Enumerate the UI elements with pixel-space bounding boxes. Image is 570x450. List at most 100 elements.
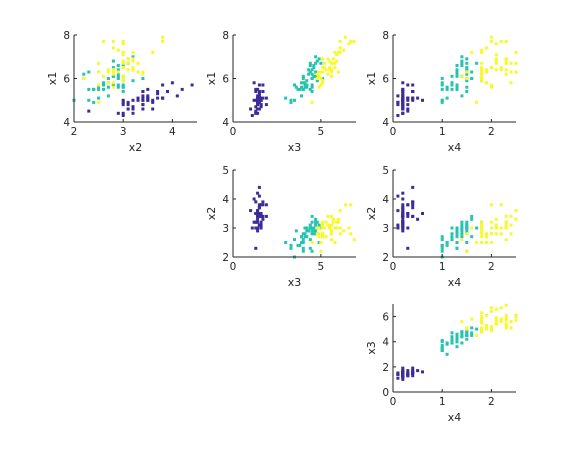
data-point-versicolor <box>289 243 293 247</box>
x-tick-label: 1 <box>439 126 446 138</box>
data-point-versicolor <box>310 249 314 253</box>
data-point-virginica <box>465 232 469 236</box>
data-point-virginica <box>504 68 508 72</box>
data-point-virginica <box>331 217 335 221</box>
x-axis-label: x4 <box>448 141 462 154</box>
data-point-versicolor <box>303 81 307 85</box>
data-point-virginica <box>514 209 518 213</box>
data-point-versicolor <box>465 72 469 76</box>
data-point-setosa <box>401 220 405 224</box>
data-point-setosa <box>406 83 410 87</box>
data-point-setosa <box>261 214 265 218</box>
data-point-setosa <box>411 374 415 378</box>
data-point-virginica <box>489 310 493 313</box>
data-point-setosa <box>406 372 410 376</box>
data-point-setosa <box>121 100 125 104</box>
data-point-versicolor <box>305 235 309 239</box>
data-point-setosa <box>406 96 410 100</box>
data-point-setosa <box>421 370 424 374</box>
data-point-versicolor <box>293 238 296 242</box>
data-point-virginica <box>475 333 479 337</box>
y-tick-label: 2 <box>382 362 389 374</box>
data-point-virginica <box>480 74 484 78</box>
data-point-virginica <box>161 40 165 43</box>
data-point-versicolor <box>310 77 314 80</box>
data-point-virginica <box>494 307 498 311</box>
data-point-virginica <box>504 72 508 76</box>
data-point-versicolor <box>131 79 135 83</box>
data-point-virginica <box>121 42 125 46</box>
data-point-virginica <box>480 317 484 321</box>
data-point-setosa <box>250 114 254 117</box>
data-point-virginica <box>489 306 493 310</box>
data-point-virginica <box>514 217 518 221</box>
data-point-virginica <box>460 238 464 242</box>
data-point-versicolor <box>97 85 101 89</box>
data-point-setosa <box>396 103 400 107</box>
x-axis-label: x2 <box>129 141 143 154</box>
data-point-versicolor <box>111 59 115 63</box>
data-point-versicolor <box>102 81 105 85</box>
data-point-setosa <box>256 209 260 213</box>
data-point-versicolor <box>308 70 312 74</box>
data-point-versicolor <box>460 223 464 227</box>
data-point-versicolor <box>460 226 464 230</box>
x-tick-label: 3 <box>120 126 127 138</box>
data-point-virginica <box>509 61 513 65</box>
data-point-virginica <box>338 46 342 50</box>
data-point-versicolor <box>319 61 323 65</box>
data-point-setosa <box>121 111 125 115</box>
data-point-virginica <box>315 226 319 230</box>
data-point-virginica <box>310 241 314 244</box>
data-point-versicolor <box>450 74 454 78</box>
data-point-versicolor <box>310 90 314 93</box>
data-point-versicolor <box>455 332 459 336</box>
data-point-setosa <box>256 229 260 233</box>
data-point-setosa <box>259 98 263 102</box>
data-point-versicolor <box>465 61 469 65</box>
data-point-setosa <box>401 105 405 109</box>
data-point-virginica <box>465 326 469 330</box>
data-point-versicolor <box>293 98 296 102</box>
data-point-setosa <box>396 209 400 213</box>
y-axis-label: x1 <box>46 72 59 86</box>
data-point-setosa <box>261 217 265 221</box>
data-point-setosa <box>401 107 405 111</box>
data-point-virginica <box>121 40 125 43</box>
data-point-setosa <box>256 103 260 107</box>
data-point-setosa <box>406 246 410 250</box>
data-point-versicolor <box>455 70 459 74</box>
data-point-setosa <box>257 214 261 218</box>
data-point-setosa <box>257 223 261 227</box>
data-point-setosa <box>126 100 130 104</box>
data-point-setosa <box>259 105 263 109</box>
data-point-setosa <box>87 109 91 113</box>
data-point-setosa <box>254 105 258 109</box>
subplot-x2-vs-x4: 0 1 2 2 3 4 5 x4 x2 <box>365 165 518 289</box>
y-axis-label: x2 <box>205 207 218 221</box>
data-point-setosa <box>131 107 135 111</box>
data-point-setosa <box>401 90 405 93</box>
data-point-virginica <box>102 40 105 43</box>
data-point-virginica <box>321 220 325 224</box>
series-versicolor <box>440 214 484 259</box>
data-point-versicolor <box>300 241 303 244</box>
data-point-virginica <box>460 74 464 78</box>
data-point-virginica <box>480 72 484 76</box>
y-tick-label: 0 <box>382 387 389 399</box>
data-point-setosa <box>406 98 410 102</box>
data-point-versicolor <box>116 83 120 87</box>
data-point-setosa <box>401 209 405 213</box>
data-point-setosa <box>259 203 263 207</box>
data-point-versicolor <box>305 79 309 83</box>
data-point-virginica <box>336 220 340 224</box>
data-point-virginica <box>333 61 337 65</box>
data-point-virginica <box>82 77 86 80</box>
y-tick-label: 2 <box>382 252 389 264</box>
data-point-virginica <box>338 50 342 54</box>
data-point-virginica <box>489 83 493 87</box>
data-point-virginica <box>499 203 503 207</box>
data-point-versicolor <box>141 77 145 80</box>
x-tick-label: 2 <box>488 126 495 138</box>
data-point-versicolor <box>440 77 444 80</box>
